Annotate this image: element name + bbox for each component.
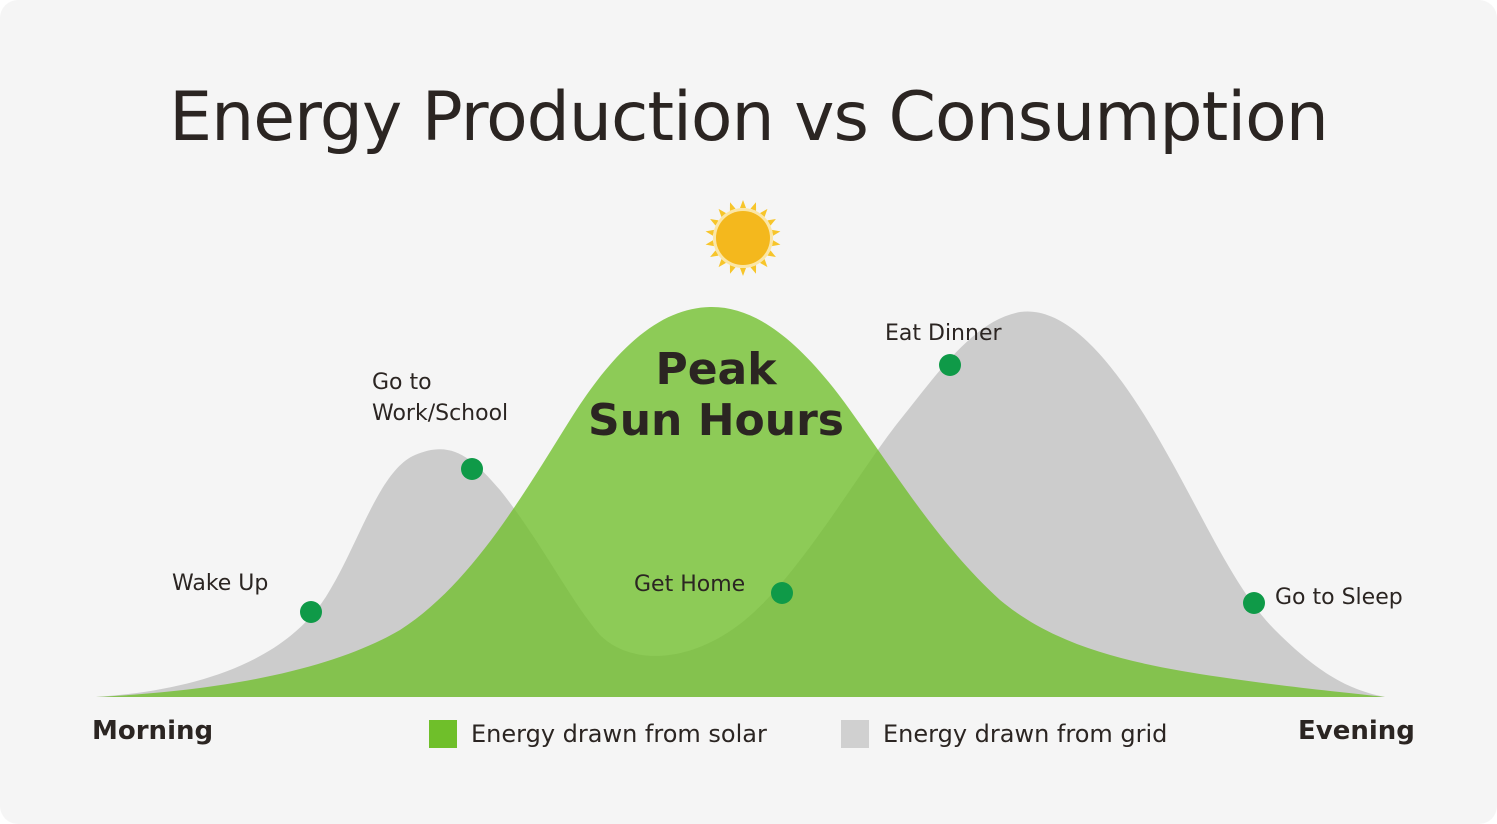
peak-sun-hours-label: Peak Sun Hours bbox=[566, 344, 866, 446]
go-to-work-marker bbox=[461, 458, 483, 480]
wake-up-label: Wake Up bbox=[172, 571, 269, 596]
legend-solar-swatch bbox=[429, 720, 457, 748]
axis-end-label: Evening bbox=[1298, 716, 1415, 746]
legend-grid-label: Energy drawn from grid bbox=[883, 720, 1168, 748]
grid-consumption-area bbox=[96, 311, 1385, 697]
go-to-sleep-marker bbox=[1243, 592, 1265, 614]
peak-label-line1: Peak bbox=[655, 344, 777, 395]
go-to-work-label: Go to Work/School bbox=[372, 367, 508, 429]
get-home-label: Get Home bbox=[634, 572, 746, 597]
axis-start-label: Morning bbox=[92, 716, 214, 746]
legend-solar: Energy drawn from solar bbox=[429, 720, 767, 748]
page-title: Energy Production vs Consumption bbox=[169, 78, 1329, 157]
solar-production-area bbox=[96, 306, 1385, 697]
go-to-work-label-line1: Go to bbox=[372, 370, 432, 395]
go-to-work-label-line2: Work/School bbox=[372, 401, 509, 426]
wake-up-marker bbox=[300, 601, 322, 623]
go-to-sleep-label: Go to Sleep bbox=[1275, 585, 1403, 610]
eat-dinner-marker bbox=[939, 354, 961, 376]
legend-grid-swatch bbox=[841, 720, 869, 748]
get-home-marker bbox=[771, 582, 793, 604]
legend-solar-label: Energy drawn from solar bbox=[471, 720, 767, 748]
sun-icon bbox=[705, 200, 781, 276]
peak-label-line2: Sun Hours bbox=[588, 395, 844, 446]
eat-dinner-label: Eat Dinner bbox=[885, 321, 1002, 346]
legend-grid: Energy drawn from grid bbox=[841, 720, 1167, 748]
